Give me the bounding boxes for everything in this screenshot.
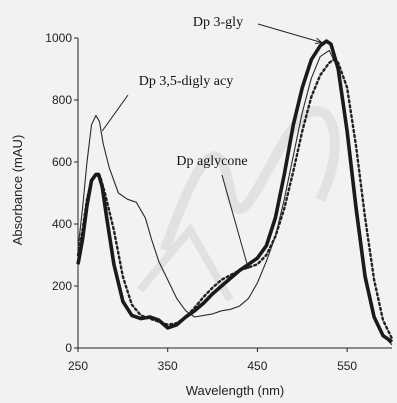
annotation-dp3gly-label: Dp 3-gly (193, 15, 243, 30)
plot-area (74, 23, 394, 352)
annotation-callouts (101, 23, 324, 270)
x-tick-label-250: 250 (68, 359, 88, 373)
annotation-dp35diglyacy-label: Dp 3,5-digly acy (139, 74, 233, 89)
callout-line-dp35diglyacy (101, 94, 129, 132)
x-tick-label-350: 350 (158, 359, 178, 373)
x-axis-title: Wavelength (nm) (186, 383, 285, 398)
y-tick-label-400: 400 (52, 217, 72, 231)
callout-line-dpaglycone (221, 174, 249, 270)
y-tick-marks (74, 37, 78, 349)
y-tick-label-800: 800 (52, 93, 72, 107)
background-watermark (136, 106, 340, 302)
x-tick-marks (77, 348, 348, 352)
series-lines (76, 39, 394, 346)
y-axis-title: Absorbance (mAU) (10, 135, 25, 246)
series-line-dp-3-gly (76, 39, 394, 344)
y-tick-label-200: 200 (52, 279, 72, 293)
callout-arrow-dp3gly (257, 23, 323, 44)
y-tick-label-0: 0 (65, 341, 72, 355)
annotation-dpaglycone-label: Dp aglycone (176, 154, 247, 169)
y-tick-label-600: 600 (52, 155, 72, 169)
callout-arrowhead-dp3gly (315, 37, 324, 44)
x-tick-label-550: 550 (337, 359, 357, 373)
y-tick-label-1000: 1000 (45, 31, 72, 45)
x-tick-label-450: 450 (247, 359, 267, 373)
